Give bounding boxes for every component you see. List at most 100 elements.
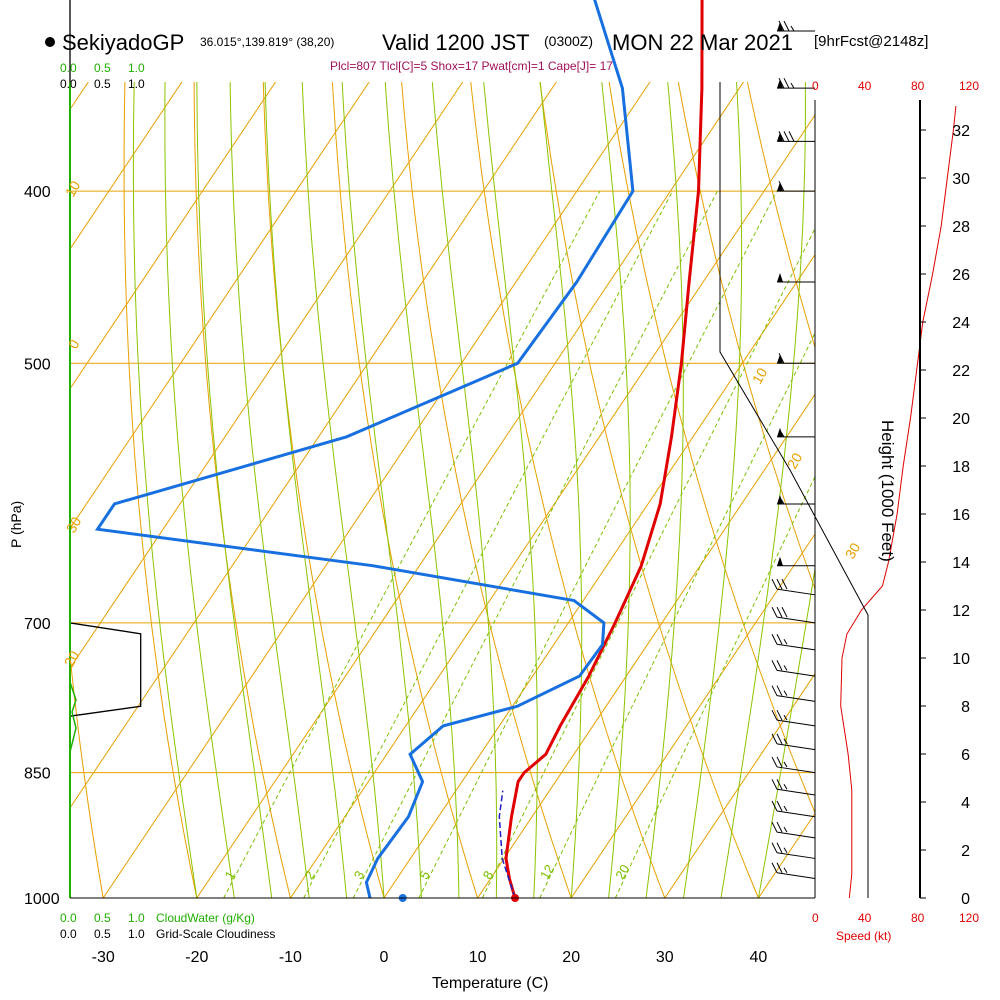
height-tick-22: 22 xyxy=(952,363,970,380)
wind-barb xyxy=(771,660,816,677)
pressure-tick-400: 400 xyxy=(24,184,51,201)
chart-marks: 2503004005007008501000-30-20-10010203040… xyxy=(24,20,970,966)
moist-adiabat--4 xyxy=(264,82,348,898)
height-tick-6: 6 xyxy=(961,747,970,764)
height-tick-12: 12 xyxy=(952,603,970,620)
wind-barb xyxy=(777,273,815,283)
speed-tick-bottom-40: 40 xyxy=(858,911,872,925)
mixing-ratio-line-3 xyxy=(352,190,718,898)
wind-barb xyxy=(777,494,815,505)
height-tick-18: 18 xyxy=(952,459,970,476)
height-tick-20: 20 xyxy=(952,411,970,428)
wind-barb xyxy=(771,821,816,839)
cloudiness-tick-bottom-2: 1.0 xyxy=(128,927,145,941)
dry-adiabat--40 xyxy=(0,82,10,898)
temp-tick-30: 30 xyxy=(656,949,674,966)
moist-adiabat-0 xyxy=(301,82,385,898)
height-tick-0: 0 xyxy=(961,891,970,908)
moist-adiabat-32 xyxy=(683,82,743,898)
cloudwater-label: CloudWater (g/Kg) xyxy=(156,911,255,925)
pressure-tick-1000: 1000 xyxy=(24,891,60,908)
isotherm-line--50 xyxy=(70,82,464,670)
mixing-ratio-line-8 xyxy=(481,227,815,898)
moist-adiabat--12 xyxy=(196,82,273,898)
mixing-ratio-label-8: 8 xyxy=(480,868,497,882)
isotherm-label--10: 10 xyxy=(62,178,84,200)
mixing-ratio-label-20: 20 xyxy=(612,862,632,882)
dry-adiabat-60 xyxy=(677,82,815,591)
dry-adiabat-100 xyxy=(955,82,1000,898)
pressure-tick-700: 700 xyxy=(24,616,51,633)
height-tick-16: 16 xyxy=(952,507,970,524)
mixing-ratio-line-5 xyxy=(418,190,778,898)
height-axis-title: Height (1000 Feet) xyxy=(878,420,897,562)
pressure-tick-850: 850 xyxy=(24,766,51,783)
isotherm-label--20: 20 xyxy=(61,648,83,670)
isotherm-line--70 xyxy=(70,82,277,390)
sounding-traces xyxy=(69,0,957,902)
moist-adiabat-16 xyxy=(483,82,538,898)
moist-adiabat-36 xyxy=(720,82,806,898)
wind-barb xyxy=(771,800,816,818)
moist-adiabat-28 xyxy=(645,82,684,898)
mixing-ratio-line-20 xyxy=(614,475,815,898)
wind-barb xyxy=(771,779,816,796)
wind-barb xyxy=(771,685,816,702)
isotherm-label-0: 0 xyxy=(65,337,83,352)
temp-tick--10: -10 xyxy=(279,949,302,966)
wind-barb xyxy=(777,427,815,438)
cloudiness-tick-top-0: 0.0 xyxy=(60,77,77,91)
mixing-ratio-label-1: 1 xyxy=(221,868,238,882)
isotherm-line--60 xyxy=(70,82,370,530)
parcel-line xyxy=(498,790,516,899)
wind-barb xyxy=(777,556,815,567)
moist-adiabat-4 xyxy=(341,82,422,898)
pressure-tick-500: 500 xyxy=(24,356,51,373)
isotherm-label-30: 30 xyxy=(842,540,864,562)
moist-adiabat-24 xyxy=(601,82,631,898)
wind-barb xyxy=(771,842,816,859)
speed-axis-label: Speed (kt) xyxy=(836,929,891,943)
height-tick-26: 26 xyxy=(952,267,970,284)
wind-barb xyxy=(771,756,816,774)
wind-barb xyxy=(777,180,815,192)
mixing-ratio-label-12: 12 xyxy=(537,862,557,882)
isotherm-label--30: 30 xyxy=(63,514,85,536)
isotherm-line--80 xyxy=(70,82,183,250)
moist-adiabat-20 xyxy=(539,82,583,898)
moist-adiabat-12 xyxy=(431,82,498,898)
dry-adiabat-70 xyxy=(746,82,815,350)
utc-time: (0300Z) xyxy=(544,33,593,49)
mixing-ratio-line-1 xyxy=(223,190,601,898)
forecast-info: [9hrFcst@2148z] xyxy=(814,33,928,50)
isotherm-line-10 xyxy=(477,393,815,898)
stability-indices: Plcl=807 Tlcl[C]=5 Shox=17 Pwat[cm]=1 Ca… xyxy=(330,59,613,73)
wind-barb xyxy=(771,733,816,751)
dry-adiabat-0 xyxy=(262,82,385,898)
isotherm-line--10 xyxy=(289,114,815,898)
cloudwater-line xyxy=(69,681,77,753)
cloudiness-tick-bottom-0: 0.0 xyxy=(60,927,77,941)
height-tick-28: 28 xyxy=(952,219,970,236)
wind-barb xyxy=(771,862,816,879)
cloudiness-label: Grid-Scale Cloudiness xyxy=(156,927,275,941)
wind-barb xyxy=(777,131,815,142)
speed-tick-top-80: 80 xyxy=(911,79,925,93)
temp-tick-0: 0 xyxy=(380,949,389,966)
isotherm-line--30 xyxy=(102,82,651,898)
height-tick-8: 8 xyxy=(961,699,970,716)
moist-adiabat--16 xyxy=(164,82,235,898)
isotherm-line--40 xyxy=(70,82,557,809)
background-grid xyxy=(0,82,1000,898)
cloudwater-tick-top-1: 0.5 xyxy=(94,61,111,75)
temp-tick-10: 10 xyxy=(469,949,487,966)
cloudiness-tick-top-1: 0.5 xyxy=(94,77,111,91)
wind-barb xyxy=(771,709,816,727)
moist-adiabat-40 xyxy=(757,565,815,898)
mixing-ratio-line-2 xyxy=(303,190,673,898)
dry-adiabat-30 xyxy=(470,82,666,898)
moist-adiabat--20 xyxy=(132,82,198,898)
isotherm-line--20 xyxy=(196,82,745,898)
isotherm-line--90 xyxy=(70,82,89,111)
wind-speed-line xyxy=(840,105,957,899)
